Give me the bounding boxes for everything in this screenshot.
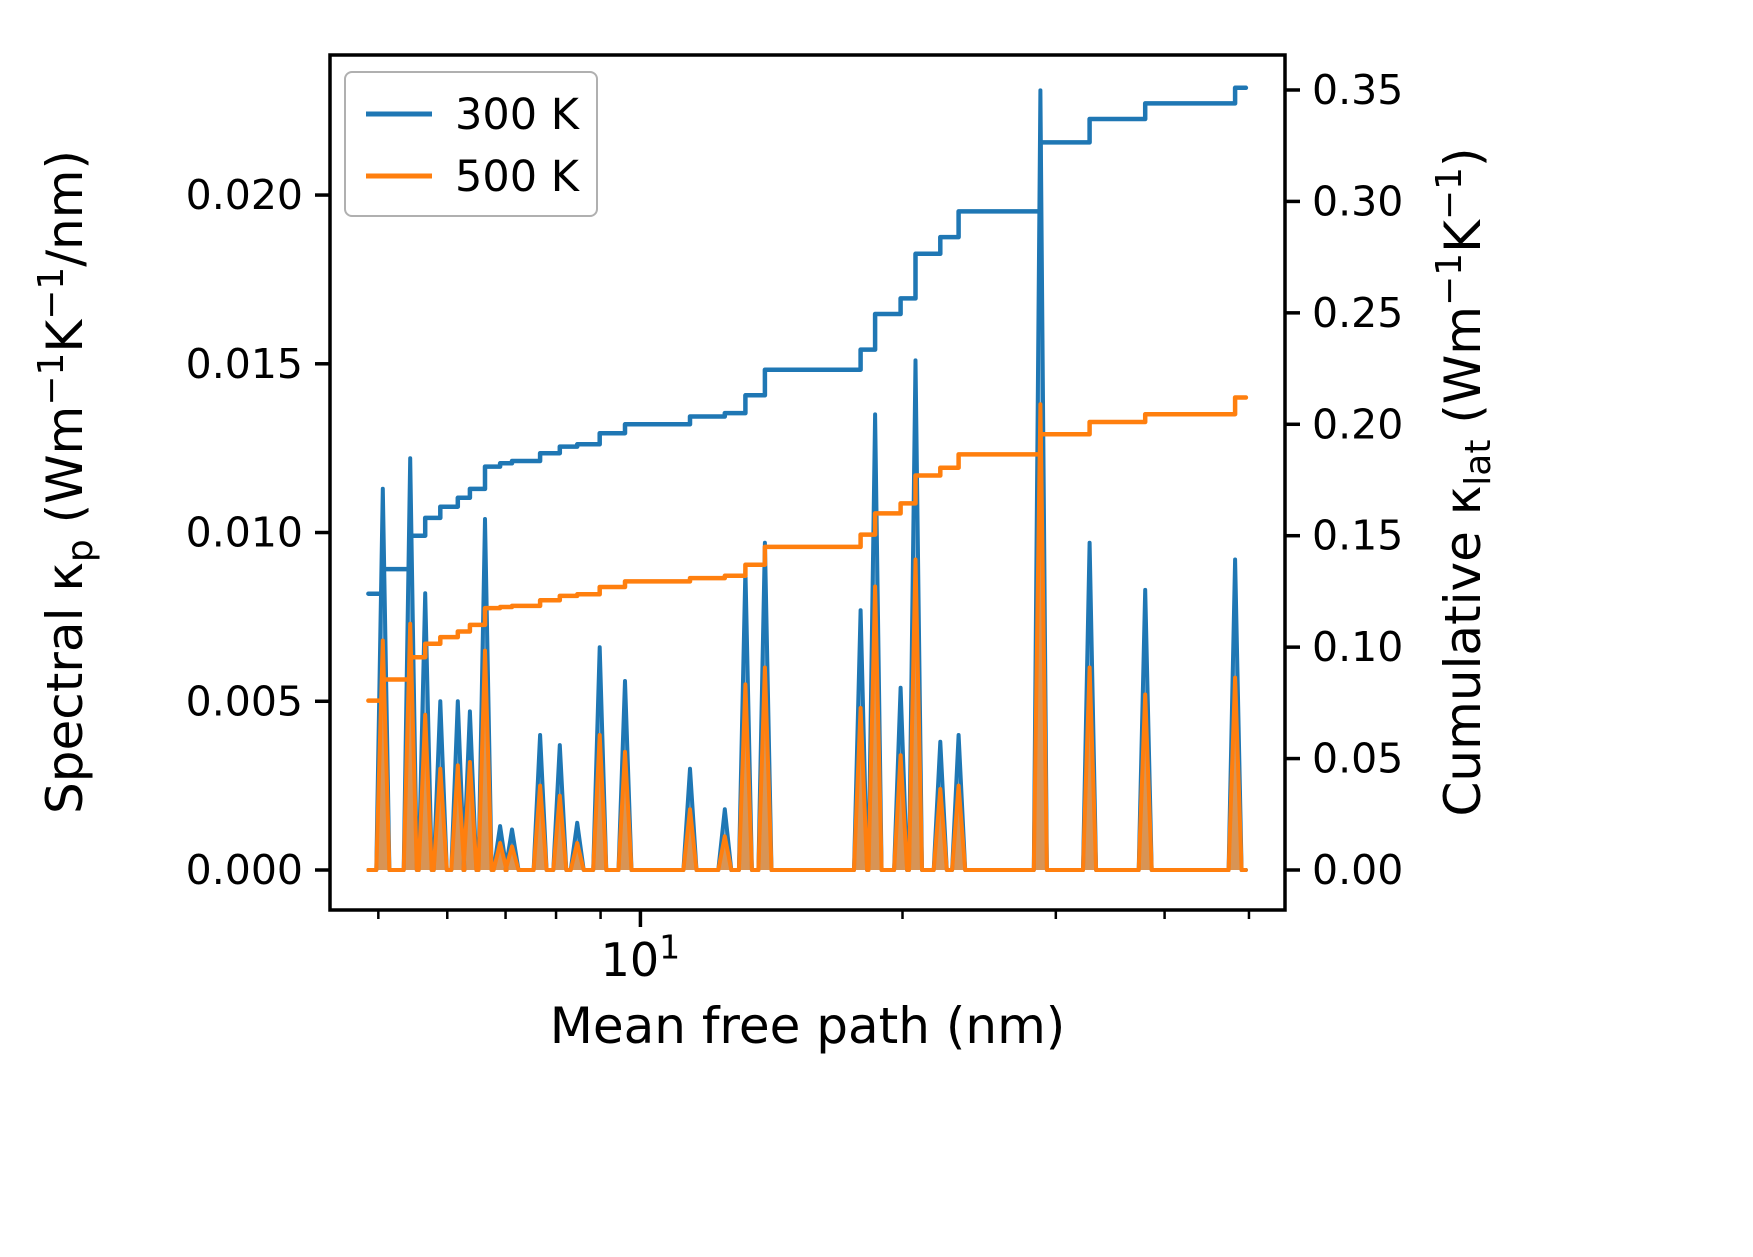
legend-label-500k: 500 K <box>455 152 581 202</box>
left-axis-ticks: 0.000 0.005 0.010 0.015 0.020 <box>186 171 330 894</box>
left-axis-tick-label: 0.015 <box>186 340 303 388</box>
plot-area-border <box>328 53 1287 912</box>
right-axis-tick-label: 0.05 <box>1312 735 1403 783</box>
legend: 300 K 500 K <box>344 71 598 217</box>
x-axis-tick-label: 101 <box>601 928 681 988</box>
left-axis-tick-label: 0.005 <box>186 677 303 725</box>
cumulative-series-group <box>366 85 1249 703</box>
right-axis-tick-label: 0.30 <box>1312 177 1403 225</box>
legend-frame <box>344 71 598 217</box>
spectral-series-group <box>366 88 1248 872</box>
x-axis-label: Mean free path (nm) <box>550 997 1066 1055</box>
right-axis-label: Cumulative κlat (Wm−1K−1) <box>1429 148 1499 817</box>
right-axis-tick-label: 0.20 <box>1312 400 1403 448</box>
x-axis-ticks: 101 <box>377 910 1251 988</box>
right-axis-tick-label: 0.35 <box>1312 66 1403 114</box>
series-500k-cumulative-line <box>366 395 1249 703</box>
series-300k-cumulative-line <box>366 85 1249 596</box>
right-axis-tick-label: 0.10 <box>1312 623 1403 671</box>
right-axis-tick-label: 0.15 <box>1312 512 1403 560</box>
right-axis-ticks: 0.00 0.05 0.10 0.15 0.20 0.25 0.30 0.35 <box>1285 66 1403 894</box>
series-500k-spectral-area <box>366 402 1248 872</box>
left-axis-tick-label: 0.010 <box>186 509 303 557</box>
legend-label-300k: 300 K <box>455 90 581 140</box>
left-axis-tick-label: 0.000 <box>186 846 303 894</box>
right-axis-tick-label: 0.00 <box>1312 846 1403 894</box>
left-axis-label: Spectral κp (Wm−1K−1/nm) <box>31 150 101 814</box>
right-axis-tick-label: 0.25 <box>1312 289 1403 337</box>
left-axis-tick-label: 0.020 <box>186 171 303 219</box>
